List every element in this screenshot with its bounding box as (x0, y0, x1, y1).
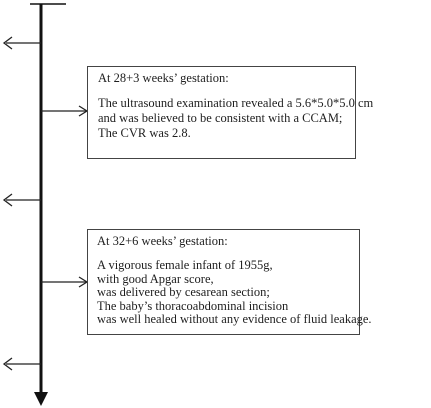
milestone-arrow-3 (2, 357, 41, 371)
event-line: and was believed to be consistent with a… (98, 111, 343, 125)
event-line: A vigorous female infant of 1955g, (97, 258, 273, 272)
event-heading: At 32+6 weeks’ gestation: (97, 234, 228, 248)
event-details: A vigorous female infant of 1955g, with … (97, 258, 372, 327)
event-heading: At 28+3 weeks’ gestation: (98, 71, 229, 85)
event-line: was delivered by cesarean section; (97, 285, 270, 299)
event-line: with good Apgar score, (97, 271, 214, 286)
pointer-arrow-box-1 (41, 105, 89, 117)
event-details: The ultrasound examination revealed a 5.… (98, 96, 374, 141)
pointer-arrow-box-2 (41, 276, 89, 288)
milestone-arrow-2 (2, 193, 41, 207)
event-line: The CVR was 2.8. (98, 126, 191, 140)
event-line: The baby’s thoracoabdominal incision (97, 298, 289, 313)
event-line: The ultrasound examination revealed a 5.… (98, 96, 374, 110)
milestone-arrow-1 (2, 36, 41, 50)
event-box-28-weeks: At 28+3 weeks’ gestation: The ultrasound… (87, 66, 374, 159)
event-line: was well healed without any evidence of … (97, 312, 372, 326)
event-box-32-weeks: At 32+6 weeks’ gestation: A vigorous fem… (87, 229, 372, 335)
timeline-end-arrowhead (34, 392, 48, 406)
